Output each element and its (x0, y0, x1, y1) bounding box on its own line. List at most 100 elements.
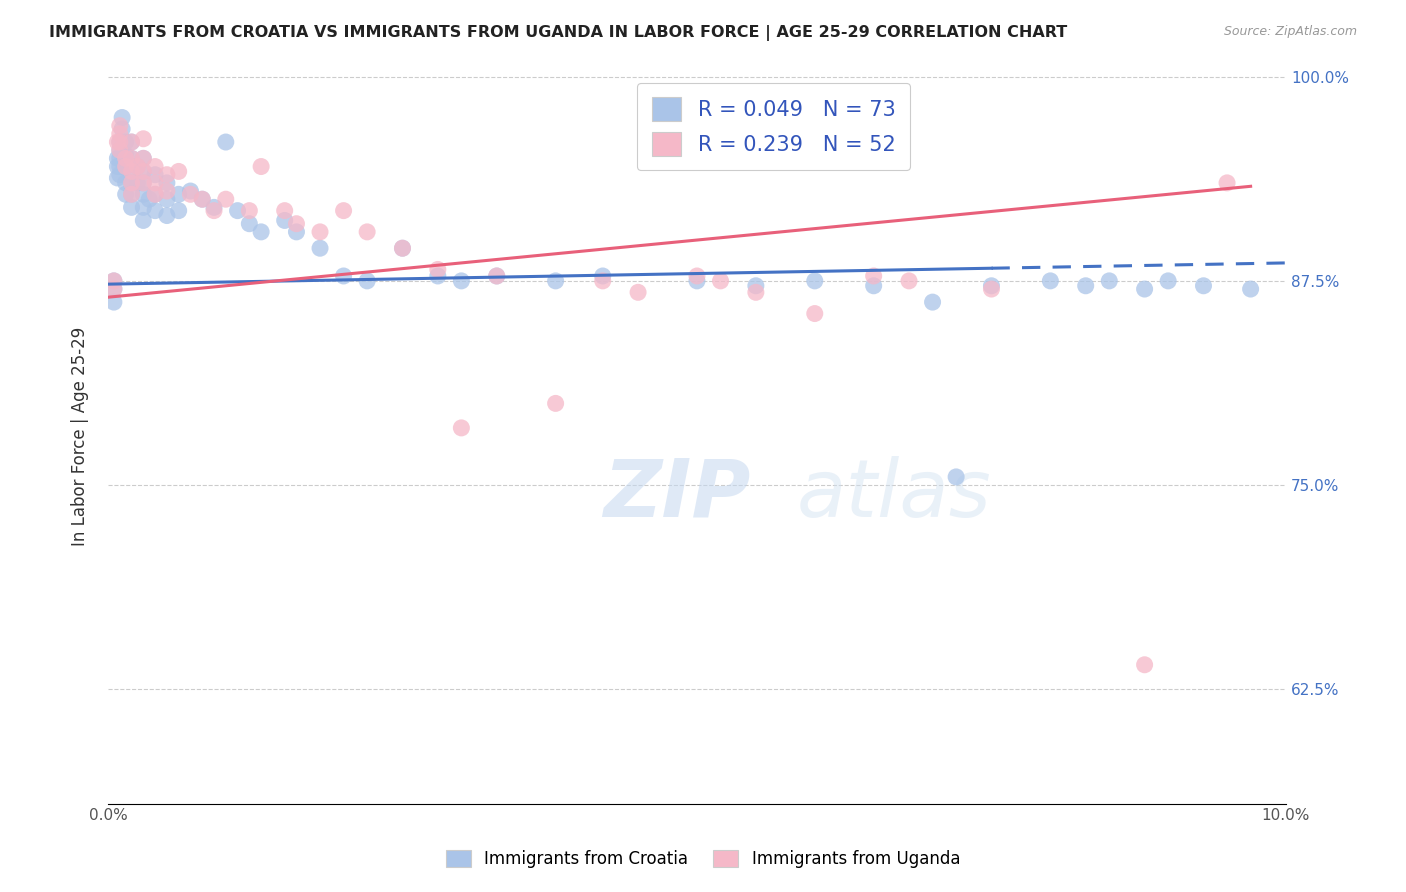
Point (156, 184, 179, 198)
Point (108, 119, 131, 133)
Point (121, 187, 143, 202)
Point (391, 241, 413, 255)
Text: IMMIGRANTS FROM CROATIA VS IMMIGRANTS FROM UGANDA IN LABOR FORCE | AGE 25-29 COR: IMMIGRANTS FROM CROATIA VS IMMIGRANTS FR… (49, 25, 1067, 41)
Point (309, 225, 332, 239)
Point (143, 160, 166, 174)
Point (1039, 274, 1062, 288)
Point (156, 168, 179, 182)
Point (238, 217, 260, 231)
Point (111, 122, 134, 136)
Point (980, 282, 1002, 296)
Y-axis label: In Labor Force | Age 25-29: In Labor Force | Age 25-29 (72, 326, 89, 546)
Point (167, 203, 190, 218)
Point (107, 171, 129, 186)
Point (121, 176, 143, 190)
Point (179, 184, 201, 198)
Point (108, 152, 131, 166)
Point (114, 152, 136, 166)
Point (1098, 274, 1121, 288)
Text: ZIP: ZIP (603, 456, 751, 534)
Point (156, 209, 179, 223)
Point (426, 262, 449, 277)
Point (127, 176, 149, 190)
Point (921, 295, 943, 310)
Point (544, 274, 567, 288)
Point (391, 241, 413, 255)
Point (179, 187, 201, 202)
Point (250, 225, 273, 239)
Point (273, 203, 295, 218)
Point (132, 132, 155, 146)
Point (356, 225, 378, 239)
Point (121, 164, 143, 178)
Point (485, 268, 508, 283)
Point (215, 135, 238, 149)
Point (132, 176, 155, 190)
Point (121, 135, 143, 149)
Point (114, 160, 136, 174)
Point (803, 307, 825, 321)
Point (103, 282, 125, 296)
Point (709, 274, 731, 288)
Point (108, 135, 131, 149)
Point (1157, 274, 1180, 288)
Point (107, 160, 129, 174)
Point (121, 152, 143, 166)
Point (191, 192, 214, 206)
Point (143, 203, 166, 218)
Point (156, 192, 179, 206)
Point (686, 274, 709, 288)
Point (108, 135, 131, 149)
Point (215, 192, 238, 206)
Point (202, 203, 225, 218)
Point (426, 268, 449, 283)
Point (132, 200, 155, 214)
Text: atlas: atlas (797, 456, 991, 534)
Point (132, 213, 155, 227)
Point (250, 160, 273, 174)
Point (898, 274, 921, 288)
Point (121, 176, 143, 190)
Point (285, 225, 308, 239)
Point (450, 421, 472, 435)
Point (127, 160, 149, 174)
Point (686, 268, 709, 283)
Point (1074, 278, 1097, 293)
Point (121, 164, 143, 178)
Point (980, 278, 1002, 293)
Point (1192, 278, 1215, 293)
Point (1133, 282, 1156, 296)
Point (167, 187, 190, 202)
Point (121, 187, 143, 202)
Point (108, 160, 131, 174)
Point (103, 274, 125, 288)
Point (592, 268, 614, 283)
Point (108, 127, 131, 141)
Point (108, 168, 131, 182)
Point (167, 164, 190, 178)
Point (627, 285, 650, 300)
Point (544, 396, 567, 410)
Text: Source: ZipAtlas.com: Source: ZipAtlas.com (1223, 25, 1357, 38)
Point (107, 152, 129, 166)
Point (156, 176, 179, 190)
Point (107, 135, 129, 149)
Point (114, 160, 136, 174)
Point (945, 470, 967, 484)
Point (143, 176, 166, 190)
Point (132, 164, 155, 178)
Legend: R = 0.049   N = 73, R = 0.239   N = 52: R = 0.049 N = 73, R = 0.239 N = 52 (637, 83, 910, 170)
Point (114, 187, 136, 202)
Point (1239, 282, 1261, 296)
Point (127, 160, 149, 174)
Point (1216, 176, 1239, 190)
Point (143, 168, 166, 182)
Point (285, 217, 308, 231)
Point (114, 176, 136, 190)
Point (103, 295, 125, 310)
Point (332, 203, 354, 218)
Point (356, 274, 378, 288)
Point (745, 285, 768, 300)
Point (121, 152, 143, 166)
Point (143, 187, 166, 202)
